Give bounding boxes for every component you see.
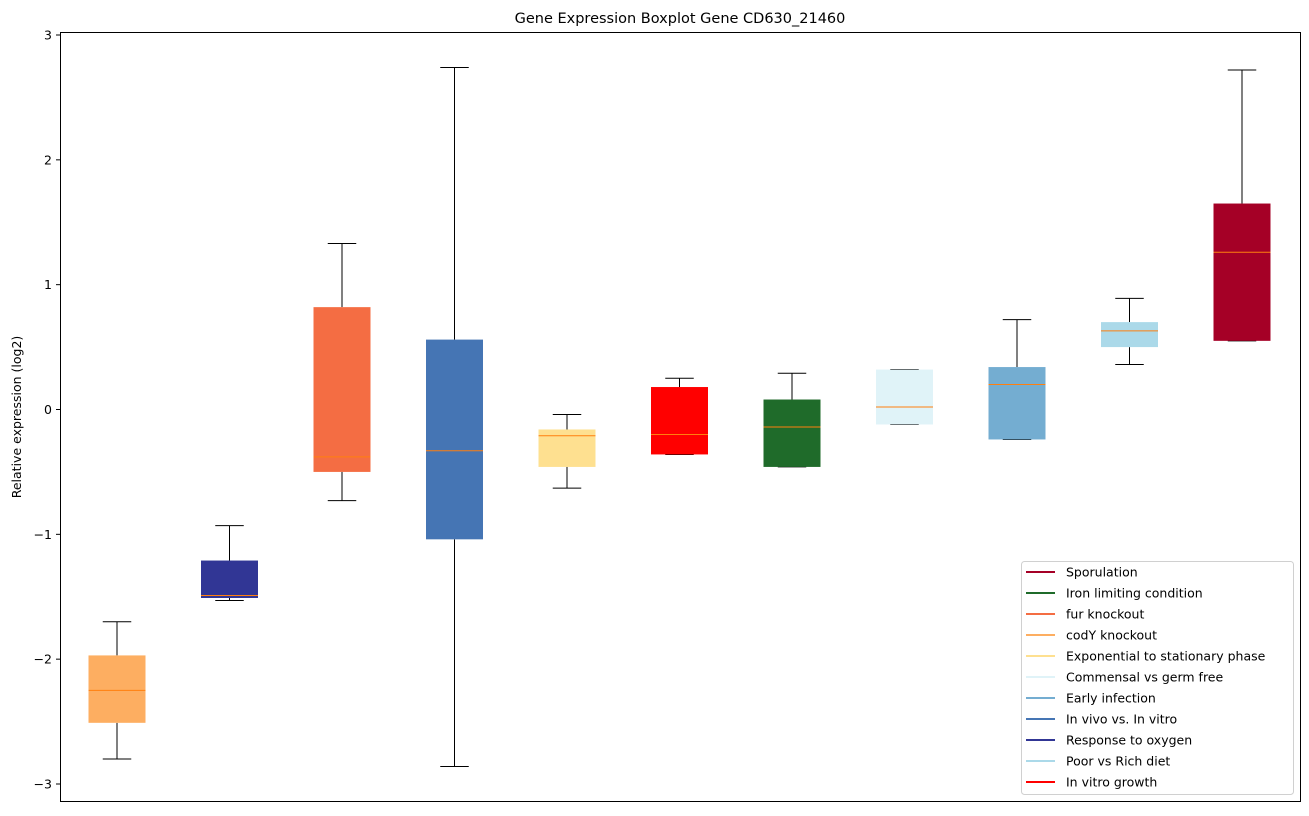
legend-frame bbox=[1021, 561, 1294, 795]
legend-label: Iron limiting condition bbox=[1066, 586, 1203, 601]
legend-label: codY knockout bbox=[1066, 628, 1157, 643]
box-exponential-to-stationary-phase bbox=[538, 413, 596, 489]
box-commensal-vs-germ-free bbox=[876, 369, 933, 425]
legend: Sporulation Iron limiting condition fur kn… bbox=[1021, 561, 1294, 795]
legend-label: Response to oxygen bbox=[1066, 733, 1192, 748]
y-tick-label: −2 bbox=[34, 652, 52, 667]
legend-label: fur knockout bbox=[1066, 607, 1144, 622]
box-iqr bbox=[1213, 203, 1271, 341]
plot-frame bbox=[60, 32, 1301, 802]
box-response-to-oxygen bbox=[201, 525, 258, 601]
box-iqr bbox=[88, 655, 146, 723]
y-tick-label: 2 bbox=[44, 152, 52, 167]
legend-label: In vivo vs. In vitro bbox=[1066, 712, 1177, 727]
box-in-vivo-vs-in-vitro bbox=[426, 66, 483, 768]
legend-label: Commensal vs germ free bbox=[1066, 670, 1223, 685]
y-tick-label: 1 bbox=[44, 277, 52, 292]
legend-label: Sporulation bbox=[1066, 565, 1138, 580]
box-iqr bbox=[313, 307, 371, 472]
box-in-vitro-growth bbox=[651, 377, 708, 455]
box-iron-limiting-condition bbox=[763, 372, 821, 468]
box-iqr bbox=[651, 387, 708, 455]
y-tick-label: −3 bbox=[34, 776, 52, 791]
box-iqr bbox=[763, 399, 821, 467]
chart-title: Gene Expression Boxplot Gene CD630_21460 bbox=[515, 11, 846, 27]
box-iqr bbox=[876, 369, 933, 425]
box-iqr bbox=[988, 367, 1046, 440]
box-iqr bbox=[538, 429, 596, 467]
y-tick-label: 3 bbox=[44, 28, 52, 43]
box-iqr bbox=[1101, 322, 1158, 348]
box-early-infection bbox=[988, 319, 1046, 440]
y-tick-label: −1 bbox=[34, 527, 52, 542]
box-iqr bbox=[426, 339, 483, 540]
box-sporulation bbox=[1213, 69, 1271, 342]
box-poor-vs-rich-diet bbox=[1101, 297, 1158, 366]
box-cody-knockout bbox=[88, 621, 146, 760]
legend-label: Poor vs Rich diet bbox=[1066, 754, 1170, 769]
y-tick-label: 0 bbox=[44, 402, 52, 417]
y-axis-label: Relative expression (log2) bbox=[9, 336, 24, 499]
legend-label: In vitro growth bbox=[1066, 775, 1157, 790]
box-iqr bbox=[201, 560, 258, 598]
box-fur-knockout bbox=[313, 242, 371, 502]
legend-label: Early infection bbox=[1066, 691, 1156, 706]
legend-label: Exponential to stationary phase bbox=[1066, 649, 1266, 664]
